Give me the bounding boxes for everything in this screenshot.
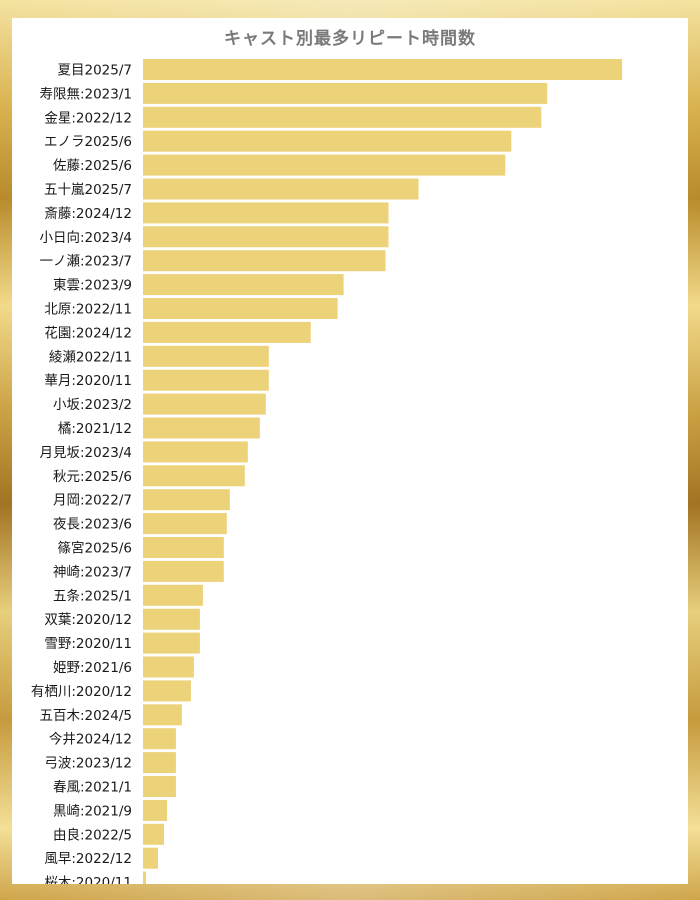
bar <box>143 465 245 487</box>
category-label: 黒崎:2021/9 <box>53 803 132 819</box>
bar <box>143 584 203 606</box>
bar <box>143 704 182 726</box>
category-label: 橘:2021/12 <box>58 421 132 437</box>
category-label: 夏目2025/7 <box>58 63 133 79</box>
bar <box>143 823 164 845</box>
bar <box>143 799 167 821</box>
bar <box>143 393 266 415</box>
category-label: 佐藤:2025/6 <box>53 158 132 174</box>
category-label: 一ノ瀬:2023/7 <box>39 254 132 270</box>
bar <box>143 298 338 319</box>
category-label: 華月:2020/11 <box>44 373 132 389</box>
bar <box>143 680 191 702</box>
category-label: 有栖川:2020/12 <box>31 684 132 700</box>
category-label: 今井2024/12 <box>49 732 132 748</box>
category-label: 小坂:2023/2 <box>53 397 132 413</box>
category-label: 五条:2025/1 <box>53 587 132 604</box>
category-label: 秋元:2025/6 <box>53 469 132 485</box>
category-label: エノラ2025/6 <box>44 134 132 150</box>
chart-title: キャスト別最多リピート時間数 <box>224 29 476 49</box>
bar <box>143 632 200 654</box>
category-label: 斎藤:2024/12 <box>44 205 132 222</box>
category-label: 篠宮2025/6 <box>58 541 133 557</box>
category-label: 北原:2022/11 <box>44 302 132 318</box>
bar <box>143 537 224 558</box>
bar <box>143 82 548 104</box>
bar <box>143 321 311 343</box>
bar <box>143 274 344 296</box>
category-label: 春風:2021/1 <box>53 780 132 796</box>
bar <box>143 489 230 511</box>
category-label: 五百木:2024/5 <box>39 708 132 724</box>
category-label: 五十嵐2025/7 <box>44 182 132 198</box>
bar <box>143 441 248 463</box>
category-label: 双葉:2020/12 <box>44 612 132 628</box>
bar <box>143 202 389 224</box>
bar <box>143 369 269 391</box>
bar <box>143 728 176 750</box>
bars-group <box>143 59 623 884</box>
category-label: 姫野:2021/6 <box>53 660 132 676</box>
bar <box>143 345 269 367</box>
bar-chart: 夏目2025/7 寿限無:2023/1 金星:2022/12 エノラ2025/6 佐藤:… <box>31 59 623 885</box>
bar <box>143 130 512 152</box>
bar <box>143 847 158 869</box>
bar <box>143 417 260 439</box>
category-label: 弓波:2023/12 <box>44 756 132 772</box>
category-label: 金星:2022/12 <box>44 110 132 126</box>
bar <box>143 871 146 884</box>
category-labels-group: 夏目2025/7 寿限無:2023/1 金星:2022/12 エノラ2025/6 佐藤:… <box>31 63 132 885</box>
category-label: 寿限無:2023/1 <box>39 85 132 102</box>
bar <box>143 250 386 272</box>
category-label: 雪野:2020/11 <box>44 636 132 652</box>
bar <box>143 59 623 80</box>
category-label: 月見坂:2023/4 <box>39 445 132 461</box>
bar <box>143 608 200 630</box>
category-label: 花園:2024/12 <box>44 325 132 341</box>
bar <box>143 178 419 200</box>
category-label: 風早:2022/12 <box>44 851 132 867</box>
bar <box>143 656 194 678</box>
bar <box>143 752 176 774</box>
category-label: 由良:2022/5 <box>53 827 132 843</box>
bar <box>143 513 227 535</box>
bar <box>143 154 506 176</box>
bar <box>143 226 389 248</box>
category-label: 東雲:2023/9 <box>53 278 132 294</box>
bar <box>143 106 542 128</box>
bar <box>143 776 176 797</box>
category-label: 月岡:2022/7 <box>53 493 132 509</box>
category-label: 桜木:2020/11 <box>44 875 132 884</box>
category-label: 小日向:2023/4 <box>39 230 132 246</box>
category-label: 神崎:2023/7 <box>53 564 132 580</box>
bar <box>143 560 224 582</box>
category-label: 夜長:2023/6 <box>53 517 132 533</box>
category-label: 綾瀬2022/11 <box>49 349 132 365</box>
